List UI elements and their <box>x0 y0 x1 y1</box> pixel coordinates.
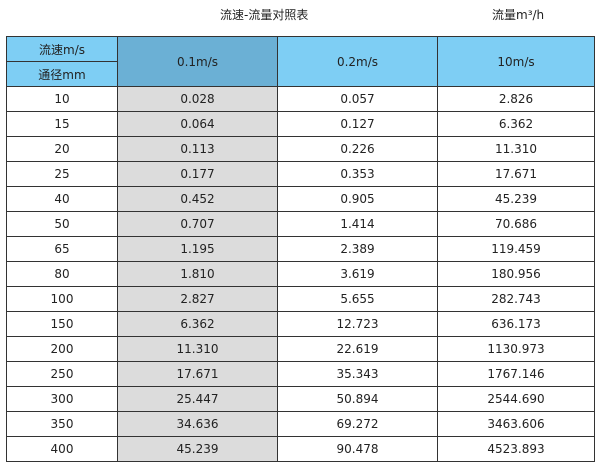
flow-table: 流速m/s 0.1m/s 0.2m/s 10m/s 通径mm 10 0.028 0.… <box>6 36 595 462</box>
header-row: 流速m/s 0.1m/s 0.2m/s 10m/s <box>6 36 595 87</box>
flow-cell: 2.826 <box>437 86 595 112</box>
table-row: 200 11.310 22.619 1130.973 <box>6 336 595 362</box>
flow-cell: 1.414 <box>277 211 438 237</box>
flow-cell: 282.743 <box>437 286 595 312</box>
flow-cell: 0.127 <box>277 111 438 137</box>
flow-cell: 35.343 <box>277 361 438 387</box>
column-header: 0.2m/s <box>277 36 438 87</box>
diameter-cell: 20 <box>6 136 118 162</box>
table-row: 80 1.810 3.619 180.956 <box>6 261 595 287</box>
diameter-cell: 400 <box>6 436 118 462</box>
diameter-cell: 350 <box>6 411 118 437</box>
table-row: 300 25.447 50.894 2544.690 <box>6 386 595 412</box>
flow-cell: 180.956 <box>437 261 595 287</box>
diameter-cell: 65 <box>6 236 118 262</box>
flow-cell: 5.655 <box>277 286 438 312</box>
table-row: 150 6.362 12.723 636.173 <box>6 311 595 337</box>
diameter-cell: 300 <box>6 386 118 412</box>
table-row: 65 1.195 2.389 119.459 <box>6 236 595 262</box>
flow-cell: 0.113 <box>117 136 278 162</box>
column-header: 10m/s <box>437 36 595 87</box>
flow-cell: 34.636 <box>117 411 278 437</box>
table-row: 20 0.113 0.226 11.310 <box>6 136 595 162</box>
diameter-cell: 15 <box>6 111 118 137</box>
flow-cell: 2.389 <box>277 236 438 262</box>
flow-cell: 1767.146 <box>437 361 595 387</box>
flow-cell: 3463.606 <box>437 411 595 437</box>
diameter-cell: 50 <box>6 211 118 237</box>
flow-cell: 0.707 <box>117 211 278 237</box>
diameter-cell: 250 <box>6 361 118 387</box>
header-row: 通径mm <box>6 61 595 87</box>
diameter-cell: 150 <box>6 311 118 337</box>
diameter-cell: 25 <box>6 161 118 187</box>
flow-cell: 0.057 <box>277 86 438 112</box>
flow-cell: 50.894 <box>277 386 438 412</box>
flow-cell: 1.810 <box>117 261 278 287</box>
table-row: 40 0.452 0.905 45.239 <box>6 186 595 212</box>
flow-cell: 69.272 <box>277 411 438 437</box>
flow-cell: 2.827 <box>117 286 278 312</box>
table-row: 10 0.028 0.057 2.826 <box>6 86 595 112</box>
flow-cell: 22.619 <box>277 336 438 362</box>
flow-cell: 70.686 <box>437 211 595 237</box>
table-title: 流速-流量对照表 <box>220 8 309 22</box>
table-row: 50 0.707 1.414 70.686 <box>6 211 595 237</box>
diameter-cell: 100 <box>6 286 118 312</box>
flow-cell: 0.177 <box>117 161 278 187</box>
table-row: 400 45.239 90.478 4523.893 <box>6 436 595 462</box>
flow-cell: 0.905 <box>277 186 438 212</box>
table-row: 350 34.636 69.272 3463.606 <box>6 411 595 437</box>
flow-cell: 0.226 <box>277 136 438 162</box>
unit-label: 流量m³/h <box>492 8 545 22</box>
table-row: 250 17.671 35.343 1767.146 <box>6 361 595 387</box>
flow-cell: 0.452 <box>117 186 278 212</box>
table-row: 25 0.177 0.353 17.671 <box>6 161 595 187</box>
flow-cell: 11.310 <box>437 136 595 162</box>
flow-cell: 0.353 <box>277 161 438 187</box>
flow-cell: 1130.973 <box>437 336 595 362</box>
diameter-cell: 80 <box>6 261 118 287</box>
flow-cell: 45.239 <box>437 186 595 212</box>
flow-cell: 6.362 <box>437 111 595 137</box>
flow-cell: 12.723 <box>277 311 438 337</box>
table-row: 15 0.064 0.127 6.362 <box>6 111 595 137</box>
flow-cell: 2544.690 <box>437 386 595 412</box>
flow-cell: 0.028 <box>117 86 278 112</box>
flow-cell: 45.239 <box>117 436 278 462</box>
flow-cell: 0.064 <box>117 111 278 137</box>
flow-cell: 3.619 <box>277 261 438 287</box>
diameter-header: 通径mm <box>6 61 118 87</box>
diameter-cell: 200 <box>6 336 118 362</box>
flow-cell: 636.173 <box>437 311 595 337</box>
diameter-cell: 40 <box>6 186 118 212</box>
flow-cell: 17.671 <box>117 361 278 387</box>
diameter-cell: 10 <box>6 86 118 112</box>
velocity-header: 流速m/s <box>6 36 118 62</box>
flow-cell: 6.362 <box>117 311 278 337</box>
flow-cell: 17.671 <box>437 161 595 187</box>
flow-cell: 90.478 <box>277 436 438 462</box>
flow-cell: 11.310 <box>117 336 278 362</box>
flow-cell: 1.195 <box>117 236 278 262</box>
column-header: 0.1m/s <box>117 36 278 87</box>
flow-cell: 25.447 <box>117 386 278 412</box>
table-row: 100 2.827 5.655 282.743 <box>6 286 595 312</box>
flow-cell: 119.459 <box>437 236 595 262</box>
flow-cell: 4523.893 <box>437 436 595 462</box>
